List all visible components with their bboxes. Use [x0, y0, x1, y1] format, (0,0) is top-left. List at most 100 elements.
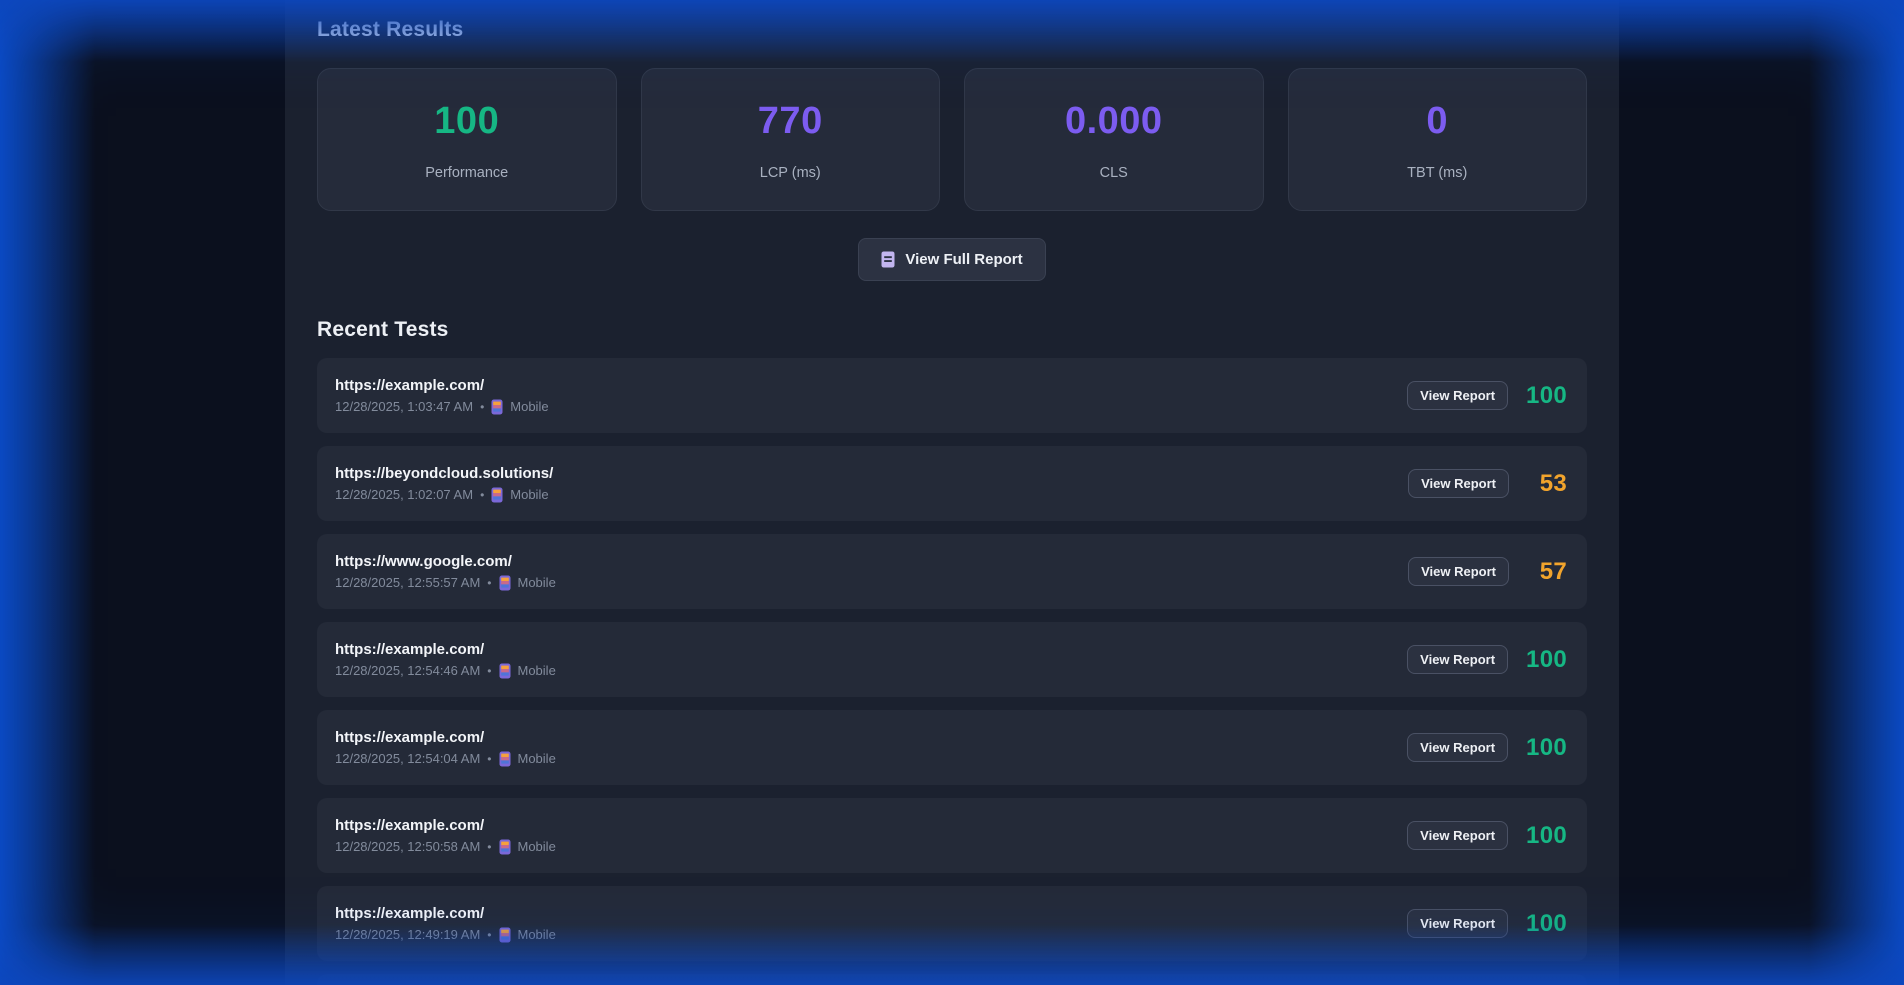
test-url: https://www.google.com/ — [335, 552, 512, 570]
test-info: https://example.com/ 12/28/2025, 12:54:4… — [335, 641, 556, 679]
test-device: Mobile — [510, 487, 549, 502]
meta-separator: • — [487, 751, 492, 766]
test-meta: 12/28/2025, 12:55:57 AM • Mobile — [335, 575, 556, 591]
test-meta: 12/28/2025, 12:54:46 AM • Mobile — [335, 663, 556, 679]
test-info: https://www.google.com/ 12/28/2025, 12:5… — [335, 553, 556, 591]
meta-separator: • — [487, 575, 492, 590]
test-meta: 12/28/2025, 12:50:58 AM • Mobile — [335, 839, 556, 855]
view-report-button[interactable]: View Report — [1407, 909, 1509, 938]
test-row-partial — [317, 974, 1587, 985]
latest-results-title: Latest Results — [317, 18, 464, 41]
test-info: https://example.com/ 12/28/2025, 12:54:0… — [335, 729, 556, 767]
view-report-button[interactable]: View Report — [1407, 645, 1509, 674]
full-report-wrap: View Full Report — [317, 238, 1587, 281]
mobile-phone-icon — [499, 927, 511, 943]
view-report-button[interactable]: View Report — [1407, 733, 1509, 762]
meta-separator: • — [480, 399, 485, 414]
test-timestamp: 12/28/2025, 12:49:19 AM — [335, 927, 481, 942]
test-info: https://example.com/ 12/28/2025, 12:50:5… — [335, 817, 556, 855]
test-meta: 12/28/2025, 1:02:07 AM • Mobile — [335, 487, 553, 503]
mobile-phone-icon — [499, 575, 511, 591]
test-actions: View Report 100 — [1407, 733, 1567, 762]
metric-card-lcp: 770 LCP (ms) — [640, 68, 940, 211]
test-score: 100 — [1526, 733, 1567, 761]
test-actions: View Report 100 — [1407, 821, 1567, 850]
test-timestamp: 12/28/2025, 12:54:46 AM — [335, 663, 481, 678]
test-url: https://example.com/ — [335, 376, 485, 394]
dashboard-panel: Latest Results 100 Performance 770 LCP (… — [285, 0, 1619, 985]
test-score: 53 — [1539, 469, 1567, 497]
metric-value: 0.000 — [1064, 100, 1163, 142]
test-url: https://example.com/ — [335, 816, 485, 834]
test-actions: View Report 100 — [1407, 909, 1567, 938]
metric-label: CLS — [1099, 165, 1128, 181]
test-device: Mobile — [510, 399, 549, 414]
view-report-button[interactable]: View Report — [1407, 821, 1509, 850]
metric-card-performance: 100 Performance — [317, 68, 617, 211]
meta-separator: • — [480, 487, 485, 502]
test-row: https://example.com/ 12/28/2025, 12:50:5… — [317, 798, 1587, 873]
metric-value: 0 — [1426, 100, 1449, 142]
test-row: https://example.com/ 12/28/2025, 12:54:0… — [317, 710, 1587, 785]
metric-label: TBT (ms) — [1407, 165, 1468, 181]
test-row: https://example.com/ 12/28/2025, 12:49:1… — [317, 886, 1587, 961]
test-timestamp: 12/28/2025, 12:54:04 AM — [335, 751, 481, 766]
test-row: https://example.com/ 12/28/2025, 1:03:47… — [317, 358, 1587, 433]
view-report-button[interactable]: View Report — [1407, 381, 1509, 410]
test-device: Mobile — [517, 839, 556, 854]
test-device: Mobile — [517, 751, 556, 766]
mobile-phone-icon — [499, 839, 511, 855]
metric-card-cls: 0.000 CLS — [964, 68, 1264, 211]
view-full-report-label: View Full Report — [905, 251, 1023, 268]
view-report-button[interactable]: View Report — [1408, 557, 1509, 586]
test-meta: 12/28/2025, 12:49:19 AM • Mobile — [335, 927, 556, 943]
test-url: https://example.com/ — [335, 904, 485, 922]
metric-value: 100 — [434, 100, 500, 142]
test-meta: 12/28/2025, 1:03:47 AM • Mobile — [335, 399, 549, 415]
test-info: https://example.com/ 12/28/2025, 12:49:1… — [335, 905, 556, 943]
test-timestamp: 12/28/2025, 1:03:47 AM — [335, 399, 474, 414]
document-icon — [881, 251, 895, 268]
test-score: 100 — [1526, 821, 1567, 849]
test-score: 100 — [1526, 909, 1567, 937]
test-device: Mobile — [517, 663, 556, 678]
test-actions: View Report 53 — [1408, 469, 1567, 498]
meta-separator: • — [487, 663, 492, 678]
test-info: https://beyondcloud.solutions/ 12/28/202… — [335, 465, 553, 503]
test-url: https://beyondcloud.solutions/ — [335, 464, 554, 482]
meta-separator: • — [487, 927, 492, 942]
test-score: 100 — [1526, 381, 1567, 409]
metric-card-tbt: 0 TBT (ms) — [1287, 68, 1587, 211]
test-score: 57 — [1539, 557, 1567, 585]
metric-label: Performance — [425, 165, 509, 181]
mobile-phone-icon — [499, 663, 511, 679]
test-timestamp: 12/28/2025, 1:02:07 AM — [335, 487, 474, 502]
test-info: https://example.com/ 12/28/2025, 1:03:47… — [335, 377, 549, 415]
test-device: Mobile — [517, 575, 556, 590]
meta-separator: • — [487, 839, 492, 854]
test-device: Mobile — [517, 927, 556, 942]
view-report-button[interactable]: View Report — [1408, 469, 1509, 498]
test-row: https://www.google.com/ 12/28/2025, 12:5… — [317, 534, 1587, 609]
test-timestamp: 12/28/2025, 12:50:58 AM — [335, 839, 481, 854]
recent-tests-title: Recent Tests — [317, 318, 449, 341]
test-row: https://beyondcloud.solutions/ 12/28/202… — [317, 446, 1587, 521]
test-actions: View Report 100 — [1407, 381, 1567, 410]
mobile-phone-icon — [491, 487, 503, 503]
test-actions: View Report 100 — [1407, 645, 1567, 674]
metric-label: LCP (ms) — [759, 165, 821, 181]
tests-list: https://example.com/ 12/28/2025, 1:03:47… — [317, 358, 1587, 985]
mobile-phone-icon — [499, 751, 511, 767]
test-meta: 12/28/2025, 12:54:04 AM • Mobile — [335, 751, 556, 767]
metrics-grid: 100 Performance 770 LCP (ms) 0.000 CLS 0… — [317, 68, 1587, 211]
test-row: https://example.com/ 12/28/2025, 12:54:4… — [317, 622, 1587, 697]
metric-value: 770 — [757, 100, 823, 142]
mobile-phone-icon — [491, 399, 503, 415]
test-url: https://example.com/ — [335, 728, 485, 746]
view-full-report-button[interactable]: View Full Report — [858, 238, 1046, 281]
test-actions: View Report 57 — [1408, 557, 1567, 586]
test-timestamp: 12/28/2025, 12:55:57 AM — [335, 575, 481, 590]
test-score: 100 — [1526, 645, 1567, 673]
test-url: https://example.com/ — [335, 640, 485, 658]
